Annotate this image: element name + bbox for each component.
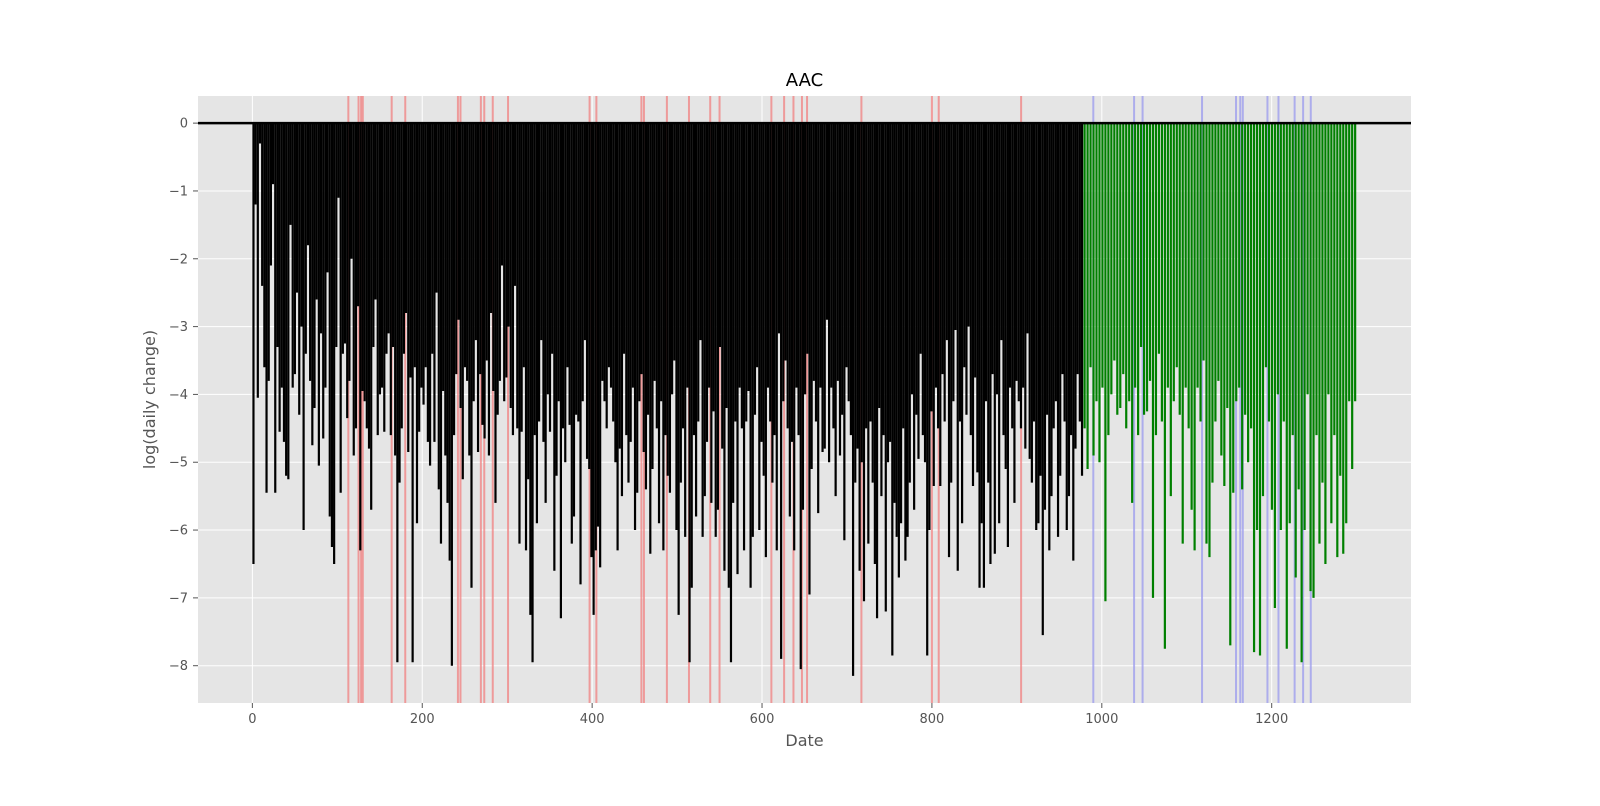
x-tick-label: 1000 [1085, 712, 1118, 727]
y-tick-label: −7 [169, 591, 188, 606]
y-tick-label: −6 [169, 524, 188, 539]
y-axis-ticks: 0 −1 −2 −3 −4 −5 −6 −7 −8 [169, 117, 198, 674]
y-tick-label: −8 [169, 659, 188, 674]
train-series [252, 123, 1084, 676]
y-axis-label: log(daily change) [140, 330, 159, 469]
y-tick-label: 0 [180, 117, 188, 132]
x-tick-label: 1200 [1255, 712, 1288, 727]
x-tick-label: 0 [248, 712, 256, 727]
y-tick-label: −2 [169, 252, 188, 267]
series-bars [252, 123, 1357, 676]
test-series [1083, 123, 1357, 663]
x-tick-label: 600 [750, 712, 775, 727]
y-tick-label: −3 [169, 320, 188, 335]
x-tick-label: 200 [410, 712, 435, 727]
x-axis-label: Date [785, 731, 823, 750]
y-tick-label: −1 [169, 184, 188, 199]
x-axis-ticks: 0 200 400 600 800 1000 1200 [248, 703, 1288, 727]
x-tick-label: 800 [920, 712, 945, 727]
y-tick-label: −4 [169, 388, 188, 403]
y-tick-label: −5 [169, 456, 188, 471]
x-tick-label: 400 [580, 712, 605, 727]
train-event-markers [347, 96, 1023, 703]
chart-title: AAC [786, 70, 823, 91]
